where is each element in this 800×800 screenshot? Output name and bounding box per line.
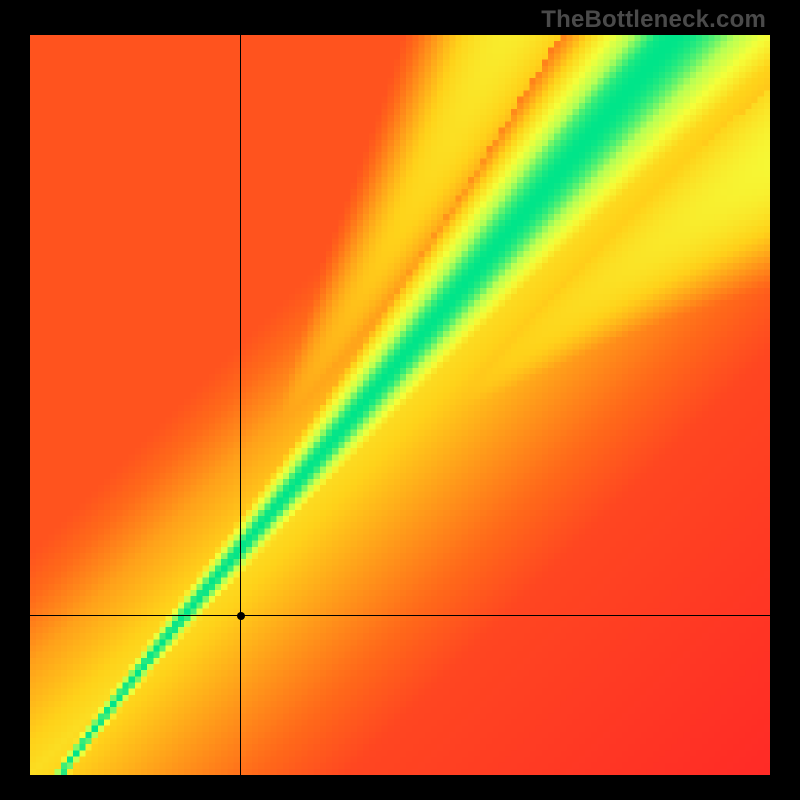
chart-frame: { "canvas": { "width_px": 800, "height_p… (0, 0, 800, 800)
heatmap-plot (30, 35, 770, 775)
heatmap-canvas (30, 35, 770, 775)
crosshair-vertical (240, 35, 241, 775)
crosshair-point (237, 612, 245, 620)
crosshair-horizontal (30, 615, 770, 616)
watermark-label: TheBottleneck.com (541, 6, 766, 34)
